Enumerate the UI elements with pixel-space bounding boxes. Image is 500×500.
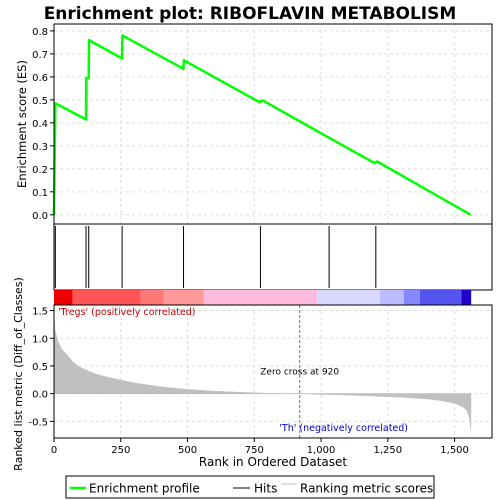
es-y-tick-label: 0.2 xyxy=(32,165,48,176)
es-y-tick-label: 0.1 xyxy=(32,188,48,199)
enrichment-profile-line xyxy=(52,34,472,216)
color-bar-segment xyxy=(403,290,420,305)
color-bar-segment xyxy=(419,290,462,305)
rank-y-axis-label: Ranked list metric (Diff_of_Classes) xyxy=(12,277,25,471)
legend-hits-label: Hits xyxy=(254,482,277,496)
legend: Enrichment profile Hits Ranking metric s… xyxy=(65,475,435,499)
hit-lines xyxy=(54,226,377,288)
rank-y-tick-label: 1.0 xyxy=(32,334,48,345)
legend-ranking-label: Ranking metric scores xyxy=(300,482,433,496)
color-bar-segment xyxy=(72,290,141,305)
ranked-metric-panel: Zero cross at 920 'Tregs' (positively co… xyxy=(12,277,493,471)
color-bar-segment xyxy=(203,290,318,305)
rank-color-bar xyxy=(54,290,472,305)
color-bar-segment xyxy=(163,290,204,305)
rank-y-tick-label: 0.5 xyxy=(32,362,48,373)
color-bar-segment xyxy=(140,290,164,305)
rank-panel-background xyxy=(54,305,492,438)
es-y-tick-label: 0.6 xyxy=(32,73,48,84)
rank-y-ticks: -0.5 0.0 0.5 1.0 1.5 xyxy=(28,307,54,428)
legend-box xyxy=(65,475,435,499)
legend-enrichment-label: Enrichment profile xyxy=(89,482,200,496)
rank-x-tick-label: 1,250 xyxy=(374,445,403,456)
es-y-tick-label: 0.3 xyxy=(32,142,48,153)
rank-x-tick-label: 500 xyxy=(178,445,197,456)
color-bar-segment xyxy=(317,290,380,305)
rank-x-tick-label: 1,000 xyxy=(307,445,336,456)
zero-cross-label: Zero cross at 920 xyxy=(260,367,339,377)
rank-y-tick-label: 1.5 xyxy=(32,307,48,318)
color-bar-segment xyxy=(461,290,472,305)
es-y-tick-label: 0.5 xyxy=(32,96,48,107)
es-y-tick-label: 0.7 xyxy=(32,50,48,61)
es-y-tick-label: 0.8 xyxy=(32,27,48,38)
chart-title: Enrichment plot: RIBOFLAVIN METABOLISM xyxy=(44,4,457,24)
es-y-tick-label: 0.0 xyxy=(32,211,48,222)
rank-x-axis-label: Rank in Ordered Dataset xyxy=(199,455,347,469)
es-y-axis-label: Enrichment score (ES) xyxy=(15,60,29,188)
rank-panel-frame xyxy=(53,304,493,439)
negative-class-label: 'Th' (negatively correlated) xyxy=(279,423,408,434)
color-bar-segment xyxy=(379,290,404,305)
rank-x-tick-label: 250 xyxy=(111,445,130,456)
rank-x-ticks: 0 250 500 750 1,000 1,250 1,500 xyxy=(51,438,469,456)
color-bar-segment xyxy=(54,290,73,305)
es-panel-background xyxy=(54,24,492,224)
hits-panel xyxy=(53,223,493,291)
rank-x-tick-label: 0 xyxy=(51,445,57,456)
es-grid xyxy=(53,24,492,224)
rank-y-tick-label: 0.0 xyxy=(32,390,48,401)
positive-class-label: 'Tregs' (positively correlated) xyxy=(58,307,196,318)
hits-panel-background xyxy=(54,224,492,290)
rank-x-tick-label: 1,500 xyxy=(440,445,469,456)
rank-x-tick-label: 750 xyxy=(245,445,264,456)
es-y-tick-label: 0.4 xyxy=(32,119,48,130)
es-panel: 0.0 0.1 0.2 0.3 0.4 0.5 0.6 0.7 0.8 Enrichment s… xyxy=(15,23,493,225)
rank-y-tick-label: -0.5 xyxy=(28,417,48,428)
es-y-ticks: 0.0 0.1 0.2 0.3 0.4 0.5 0.6 0.7 0.8 xyxy=(32,27,54,222)
